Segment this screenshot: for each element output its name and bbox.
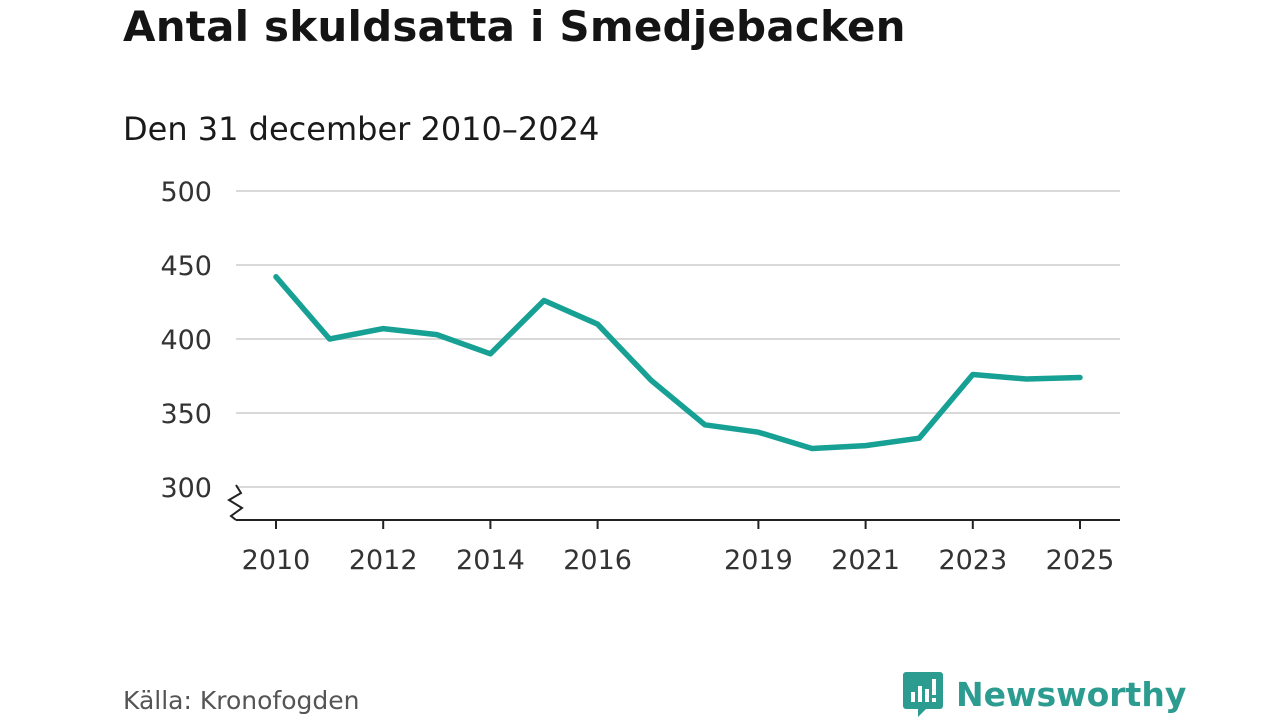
y-tick-label-500: 500 (160, 177, 212, 208)
data-point-2020 (810, 446, 815, 451)
data-point-2014 (488, 351, 493, 356)
data-point-2021 (863, 443, 868, 448)
data-point-2019 (756, 430, 761, 435)
chart-subtitle: Den 31 december 2010–2024 (123, 110, 600, 148)
data-point-2017 (649, 378, 654, 383)
data-point-2012 (381, 326, 386, 331)
data-point-2022 (917, 436, 922, 441)
x-tick-label-2021: 2021 (831, 545, 900, 576)
series-line-0 (273, 274, 1083, 452)
x-tick-label-2016: 2016 (563, 545, 632, 576)
data-point-2024 (1024, 376, 1029, 381)
brand-name: Newsworthy (956, 674, 1187, 714)
x-tick-label-2014: 2014 (456, 545, 525, 576)
x-tick-label-2010: 2010 (242, 545, 311, 576)
chart-title: Antal skuldsatta i Smedjebacken (123, 2, 906, 51)
y-tick-label-450: 450 (160, 251, 212, 282)
data-point-2016 (595, 322, 600, 327)
data-point-2018 (702, 422, 707, 427)
data-point-2013 (434, 332, 439, 337)
x-tick-label-2023: 2023 (938, 545, 1007, 576)
y-tick-label-400: 400 (160, 325, 212, 356)
data-point-2011 (327, 337, 332, 342)
newsworthy-logo-icon (903, 672, 943, 717)
data-point-2010 (274, 274, 279, 279)
x-tick-label-2019: 2019 (724, 545, 793, 576)
data-point-2025 (1078, 375, 1083, 380)
source-note: Källa: Kronofogden (123, 686, 360, 715)
y-tick-label-300: 300 (160, 473, 212, 504)
data-point-2023 (970, 372, 975, 377)
data-point-2015 (542, 298, 547, 303)
brand-logo: Newsworthy (902, 670, 1186, 718)
x-tick-label-2012: 2012 (349, 545, 418, 576)
x-tick-label-2025: 2025 (1046, 545, 1115, 576)
y-tick-label-350: 350 (160, 399, 212, 430)
axis-break-zigzag (227, 484, 244, 521)
